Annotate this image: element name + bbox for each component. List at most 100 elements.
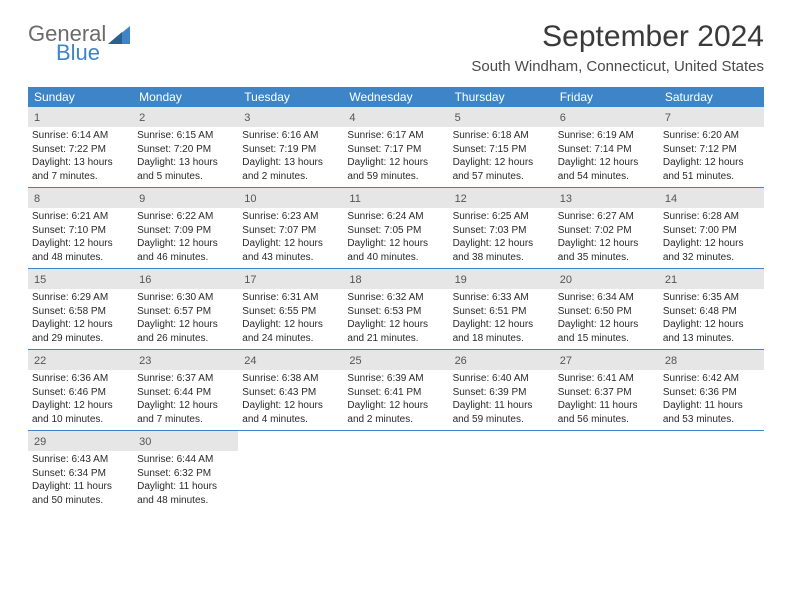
daylight-line: Daylight: 11 hours and 59 minutes. [453,399,550,426]
day-details: Sunrise: 6:34 AMSunset: 6:50 PMDaylight:… [558,291,655,345]
day-number-row: 18 [343,269,448,289]
calendar-day: 26 Sunrise: 6:40 AMSunset: 6:39 PMDayligh… [449,350,554,430]
day-number: 12 [455,193,467,205]
weekday-header: Monday [133,87,238,107]
page: General Blue September 2024 South Windha… [0,0,792,531]
day-number-row: 17 [238,269,343,289]
calendar-week: 29Sunrise: 6:43 AMSunset: 6:34 PMDayligh… [28,431,764,511]
sunset-line: Sunset: 7:10 PM [32,224,129,238]
sunset-line: Sunset: 7:17 PM [347,143,444,157]
triangle-icon [108,26,130,49]
calendar-day: 30Sunrise: 6:44 AMSunset: 6:32 PMDayligh… [133,431,238,511]
day-number-row: 8 [28,188,133,208]
weekday-header: Wednesday [343,87,448,107]
sunrise-line: Sunrise: 6:35 AM [663,291,760,305]
day-number: 2 [139,112,145,124]
calendar-week: 1Sunrise: 6:14 AMSunset: 7:22 PMDaylight… [28,107,764,188]
sunset-line: Sunset: 7:03 PM [453,224,550,238]
calendar-header: SundayMondayTuesdayWednesdayThursdayFrid… [28,87,764,107]
weekday-header: Sunday [28,87,133,107]
daylight-line: Daylight: 13 hours and 5 minutes. [137,156,234,183]
sunset-line: Sunset: 6:39 PM [453,386,550,400]
sunset-line: Sunset: 7:00 PM [663,224,760,238]
daylight-line: Daylight: 11 hours and 56 minutes. [558,399,655,426]
day-details: Sunrise: 6:16 AMSunset: 7:19 PMDaylight:… [242,129,339,183]
day-details: Sunrise: 6:15 AMSunset: 7:20 PMDaylight:… [137,129,234,183]
daylight-line: Daylight: 12 hours and 54 minutes. [558,156,655,183]
calendar-day-empty [343,431,448,511]
calendar-day: 6Sunrise: 6:19 AMSunset: 7:14 PMDaylight… [554,107,659,187]
day-number: 10 [244,193,256,205]
daylight-line: Daylight: 12 hours and 2 minutes. [347,399,444,426]
sunset-line: Sunset: 6:53 PM [347,305,444,319]
day-details: Sunrise: 6:33 AMSunset: 6:51 PMDaylight:… [453,291,550,345]
daylight-line: Daylight: 11 hours and 48 minutes. [137,480,234,507]
sunrise-line: Sunrise: 6:42 AM [663,372,760,386]
day-number-row: 19 [449,269,554,289]
sunrise-line: Sunrise: 6:23 AM [242,210,339,224]
calendar-day: 19 Sunrise: 6:33 AMSunset: 6:51 PMDayligh… [449,269,554,349]
day-details: Sunrise: 6:25 AMSunset: 7:03 PMDaylight:… [453,210,550,264]
day-details: Sunrise: 6:36 AMSunset: 6:46 PMDaylight:… [32,372,129,426]
daylight-line: Daylight: 12 hours and 13 minutes. [663,318,760,345]
day-number: 19 [455,274,467,286]
day-number: 7 [665,112,671,124]
day-number: 13 [560,193,572,205]
sunset-line: Sunset: 6:32 PM [137,467,234,481]
sunset-line: Sunset: 6:58 PM [32,305,129,319]
day-details: Sunrise: 6:19 AMSunset: 7:14 PMDaylight:… [558,129,655,183]
day-number: 26 [455,355,467,367]
day-details: Sunrise: 6:17 AMSunset: 7:17 PMDaylight:… [347,129,444,183]
daylight-line: Daylight: 11 hours and 50 minutes. [32,480,129,507]
sunrise-line: Sunrise: 6:20 AM [663,129,760,143]
daylight-line: Daylight: 13 hours and 2 minutes. [242,156,339,183]
daylight-line: Daylight: 12 hours and 26 minutes. [137,318,234,345]
sunset-line: Sunset: 6:34 PM [32,467,129,481]
sunrise-line: Sunrise: 6:43 AM [32,453,129,467]
daylight-line: Daylight: 12 hours and 18 minutes. [453,318,550,345]
day-number-row: 29 [28,431,133,451]
daylight-line: Daylight: 12 hours and 51 minutes. [663,156,760,183]
daylight-line: Daylight: 12 hours and 10 minutes. [32,399,129,426]
sunset-line: Sunset: 7:15 PM [453,143,550,157]
logo: General Blue [28,20,130,64]
day-details: Sunrise: 6:18 AMSunset: 7:15 PMDaylight:… [453,129,550,183]
calendar-day: 3Sunrise: 6:16 AMSunset: 7:19 PMDaylight… [238,107,343,187]
calendar-day: 21Sunrise: 6:35 AMSunset: 6:48 PMDayligh… [659,269,764,349]
day-number: 5 [455,112,461,124]
daylight-line: Daylight: 12 hours and 48 minutes. [32,237,129,264]
calendar-day: 25Sunrise: 6:39 AMSunset: 6:41 PMDayligh… [343,350,448,430]
daylight-line: Daylight: 12 hours and 38 minutes. [453,237,550,264]
sunset-line: Sunset: 6:51 PM [453,305,550,319]
sunrise-line: Sunrise: 6:31 AM [242,291,339,305]
day-number: 17 [244,274,256,286]
calendar-day: 8Sunrise: 6:21 AMSunset: 7:10 PMDaylight… [28,188,133,268]
calendar-day: 7Sunrise: 6:20 AMSunset: 7:12 PMDaylight… [659,107,764,187]
sunset-line: Sunset: 6:43 PM [242,386,339,400]
day-number: 22 [34,355,46,367]
sunrise-line: Sunrise: 6:22 AM [137,210,234,224]
day-details: Sunrise: 6:22 AMSunset: 7:09 PMDaylight:… [137,210,234,264]
sunset-line: Sunset: 7:22 PM [32,143,129,157]
calendar-day: 16Sunrise: 6:30 AMSunset: 6:57 PMDayligh… [133,269,238,349]
day-number: 29 [34,436,46,448]
calendar-week: 15Sunrise: 6:29 AMSunset: 6:58 PMDayligh… [28,269,764,350]
day-number-row: 1 [28,107,133,127]
logo-text: General Blue [28,22,106,64]
calendar-day: 12 Sunrise: 6:25 AMSunset: 7:03 PMDayligh… [449,188,554,268]
daylight-line: Daylight: 12 hours and 7 minutes. [137,399,234,426]
day-details: Sunrise: 6:30 AMSunset: 6:57 PMDaylight:… [137,291,234,345]
calendar-day: 18Sunrise: 6:32 AMSunset: 6:53 PMDayligh… [343,269,448,349]
sunset-line: Sunset: 6:50 PM [558,305,655,319]
day-details: Sunrise: 6:40 AMSunset: 6:39 PMDaylight:… [453,372,550,426]
day-number-row: 24 [238,350,343,370]
daylight-line: Daylight: 12 hours and 32 minutes. [663,237,760,264]
day-details: Sunrise: 6:44 AMSunset: 6:32 PMDaylight:… [137,453,234,507]
calendar-day: 24Sunrise: 6:38 AMSunset: 6:43 PMDayligh… [238,350,343,430]
day-details: Sunrise: 6:41 AMSunset: 6:37 PMDaylight:… [558,372,655,426]
daylight-line: Daylight: 12 hours and 15 minutes. [558,318,655,345]
logo-line2: Blue [56,41,106,64]
calendar-day: 22 Sunrise: 6:36 AMSunset: 6:46 PMDayligh… [28,350,133,430]
calendar-day: 4Sunrise: 6:17 AMSunset: 7:17 PMDaylight… [343,107,448,187]
day-number: 23 [139,355,151,367]
